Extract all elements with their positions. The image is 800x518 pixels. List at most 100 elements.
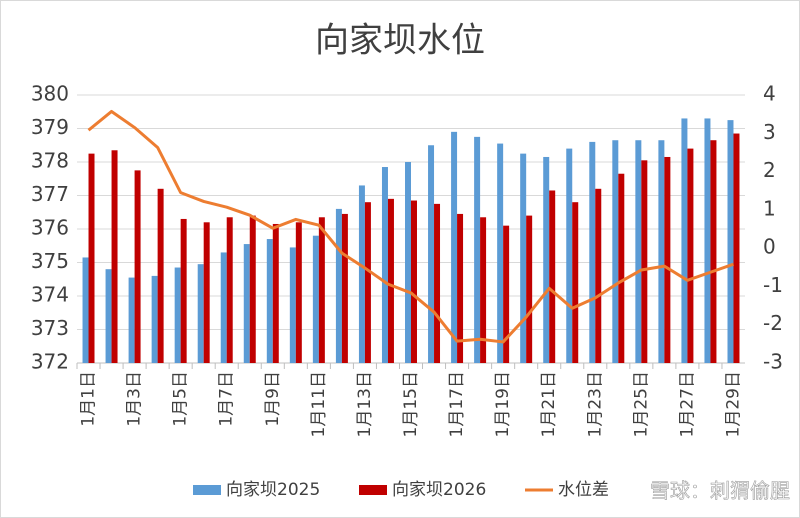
y-tick-label: 375 — [31, 249, 69, 273]
y-tick-label: 380 — [31, 82, 69, 106]
legend-swatch — [193, 485, 221, 495]
bar — [174, 267, 181, 363]
bar — [358, 185, 365, 363]
bar — [105, 269, 112, 363]
bar — [180, 218, 187, 363]
y2-tick-label: 3 — [763, 120, 776, 144]
bar — [687, 148, 694, 363]
bar — [111, 150, 118, 363]
x-tick-label: 1月5日 — [171, 371, 191, 427]
bar — [295, 222, 302, 363]
bar — [220, 252, 227, 363]
bar — [428, 145, 435, 363]
y-tick-label: 374 — [31, 283, 69, 307]
y2-tick-label: 2 — [763, 158, 776, 182]
bar — [289, 247, 296, 363]
bar — [197, 264, 204, 363]
x-tick-label: 1月3日 — [125, 371, 145, 427]
y-tick-label: 376 — [31, 216, 69, 240]
y-tick-label: 372 — [31, 350, 69, 374]
x-tick-label: 1月9日 — [263, 371, 283, 427]
y2-tick-label: -3 — [763, 350, 783, 374]
bar — [405, 162, 411, 363]
bar — [203, 222, 210, 363]
bar — [658, 140, 665, 363]
chart-title: 向家坝水位 — [315, 21, 485, 61]
bar — [88, 153, 95, 363]
bar — [497, 143, 504, 363]
bar — [480, 217, 487, 363]
bar — [243, 244, 250, 363]
bar — [151, 275, 158, 363]
bar — [641, 160, 648, 363]
bar — [157, 188, 164, 363]
bar — [635, 140, 642, 363]
bar — [733, 133, 740, 363]
y2-tick-label: -1 — [763, 273, 783, 297]
x-tick-label: 1月19日 — [493, 371, 513, 437]
bar — [543, 156, 550, 363]
x-tick-label: 1月13日 — [355, 371, 375, 437]
x-tick-label: 1月21日 — [539, 371, 559, 437]
x-tick-label: 1月7日 — [217, 371, 237, 427]
bar — [520, 153, 527, 363]
bar — [411, 200, 417, 363]
bar — [272, 223, 279, 363]
bar — [503, 225, 510, 363]
watermark: 雪球：刺猬偷腥 — [650, 479, 790, 503]
bar — [341, 213, 348, 363]
bar — [335, 208, 342, 363]
x-tick-label: 1月15日 — [401, 371, 421, 437]
bar — [595, 188, 602, 363]
y-tick-label: 373 — [31, 316, 69, 340]
legend-label: 向家坝2026 — [392, 480, 486, 500]
bar — [82, 257, 89, 363]
y2-tick-label: 4 — [763, 82, 776, 106]
bar — [549, 190, 556, 363]
legend-swatch — [359, 485, 387, 495]
x-tick-label: 1月11日 — [309, 371, 329, 437]
bar — [318, 217, 325, 363]
x-tick-label: 1月27日 — [677, 371, 697, 437]
bar — [664, 156, 671, 363]
bar — [381, 167, 388, 363]
bar — [249, 215, 256, 363]
bar — [618, 173, 625, 363]
bar — [134, 170, 141, 363]
y2-tick-label: -2 — [763, 311, 783, 335]
bar — [526, 215, 533, 363]
bar — [727, 120, 734, 363]
bar — [226, 217, 233, 363]
x-tick-label: 1月25日 — [631, 371, 651, 437]
bar — [704, 118, 711, 363]
x-tick-label: 1月29日 — [723, 371, 743, 437]
x-tick-label: 1月1日 — [79, 371, 99, 427]
bar — [457, 213, 464, 363]
y2-tick-label: 0 — [763, 235, 776, 259]
y2-tick-label: 1 — [763, 196, 776, 220]
bar — [364, 202, 371, 363]
bar — [681, 118, 688, 363]
bar — [312, 235, 319, 363]
bar — [451, 131, 458, 363]
bar — [387, 198, 394, 363]
bar — [128, 277, 135, 363]
y-tick-label: 378 — [31, 149, 69, 173]
bar — [572, 202, 579, 363]
line — [87, 109, 734, 344]
y-tick-label: 379 — [31, 115, 69, 139]
bar — [710, 140, 717, 363]
x-tick-label: 1月23日 — [585, 371, 605, 437]
bar — [566, 148, 573, 363]
legend-label: 水位差 — [558, 480, 609, 500]
y-tick-label: 377 — [31, 182, 69, 206]
bar — [434, 203, 441, 363]
bar — [612, 140, 619, 363]
bar — [266, 239, 273, 363]
x-tick-label: 1月17日 — [447, 371, 467, 437]
legend-label: 向家坝2025 — [226, 480, 320, 500]
bar — [474, 136, 481, 363]
bar — [589, 141, 596, 363]
